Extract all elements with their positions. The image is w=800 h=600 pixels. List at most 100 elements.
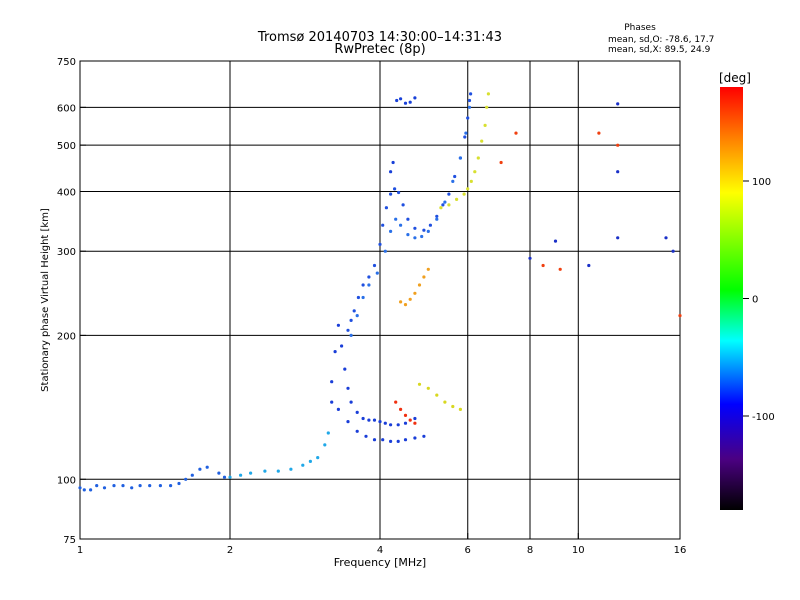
echo-point [463,135,467,139]
echo-point [301,463,305,467]
echo-point [458,407,462,411]
echo-point [389,192,393,196]
echo-point [403,303,408,307]
echo-point [239,473,243,477]
echo-point [394,217,398,221]
echo-point [263,469,267,473]
echo-point [177,481,181,486]
echo-point [340,344,344,348]
echo-point [399,223,403,227]
echo-point [399,97,403,101]
colorbar: [deg] 100 0 -100 [719,71,775,510]
echo-point [678,314,682,318]
echo-point [336,407,340,411]
echo-point [451,404,455,409]
echo-point [333,350,337,354]
echo-point [148,484,152,488]
echo-point [486,92,490,96]
x-tick-label: 6 [465,545,471,556]
echo-point [587,263,591,268]
plot-area: 1 2 4 6 8 10 16 75 100 200 300 400 500 600 750 [57,57,686,556]
echo-point [355,314,359,318]
echo-point [422,434,426,438]
echo-point [413,226,417,230]
echo-point [408,100,412,104]
echo-point [464,131,468,135]
echo-point [346,386,350,390]
echo-point [541,263,545,268]
colorbar-gradient [720,87,743,510]
echo-point [399,300,403,304]
colorbar-label: [deg] [719,71,751,85]
echo-point [381,223,385,227]
echo-point [205,465,209,469]
echo-point [249,471,253,475]
echo-point [276,469,280,473]
y-tick-label: 600 [57,103,76,114]
echo-point [289,467,293,471]
x-tick-label: 16 [674,545,687,556]
echo-point [428,223,432,227]
echo-point [396,423,400,427]
y-tick-label: 200 [57,331,76,342]
echo-point [355,410,359,414]
echo-point [138,484,142,488]
echo-point [403,438,408,442]
colorbar-ticks: 100 0 -100 [743,177,775,423]
echo-point [198,467,202,471]
y-tick-label: 75 [63,535,76,546]
echo-point [399,407,403,411]
echo-point [222,475,227,479]
echo-point [447,203,451,207]
echo-point [346,420,350,424]
echo-point [95,484,99,488]
echo-point [89,488,93,492]
x-axis-label: Frequency [MHz] [334,556,426,569]
echo-point [616,102,620,106]
y-tick-label: 300 [57,247,76,258]
echo-point [476,156,480,160]
y-tick-label: 500 [57,141,76,152]
echo-point [408,297,412,301]
echo-point [326,431,330,435]
echo-point [451,179,455,183]
echo-point [671,249,675,253]
echo-point [389,423,393,427]
echo-point [169,484,173,488]
echo-point [356,295,360,300]
echo-point [558,267,562,271]
echo-point [378,242,382,246]
echo-point [393,187,397,191]
echo-point [349,318,353,322]
echo-point [413,421,417,425]
phases-stat-x: mean, sd,X: 89.5, 24.9 [608,45,711,55]
echo-point [403,413,408,417]
echo-point [466,187,470,191]
echo-point [435,393,439,397]
echo-point [364,434,368,438]
echo-point [82,488,86,492]
data-points [78,92,682,492]
echo-point [439,206,443,210]
echo-point [367,418,371,422]
echo-point [403,421,408,425]
echo-point [422,228,426,232]
echo-point [455,197,459,201]
echo-point [420,234,424,239]
echo-point [443,400,447,404]
echo-point [403,101,408,105]
echo-point [349,400,353,404]
echo-point [395,98,399,103]
echo-point [401,203,405,207]
echo-point [616,143,620,147]
echo-point [217,471,221,475]
echo-point [441,203,445,207]
echo-point [102,486,107,490]
chart-title-line1: Tromsø 20140703 14:30:00–14:31:43 [257,30,502,45]
echo-point [413,96,417,100]
colorbar-tick-label: -100 [752,412,775,423]
echo-point [372,418,377,422]
echo-point [528,256,532,260]
echo-point [467,98,472,103]
